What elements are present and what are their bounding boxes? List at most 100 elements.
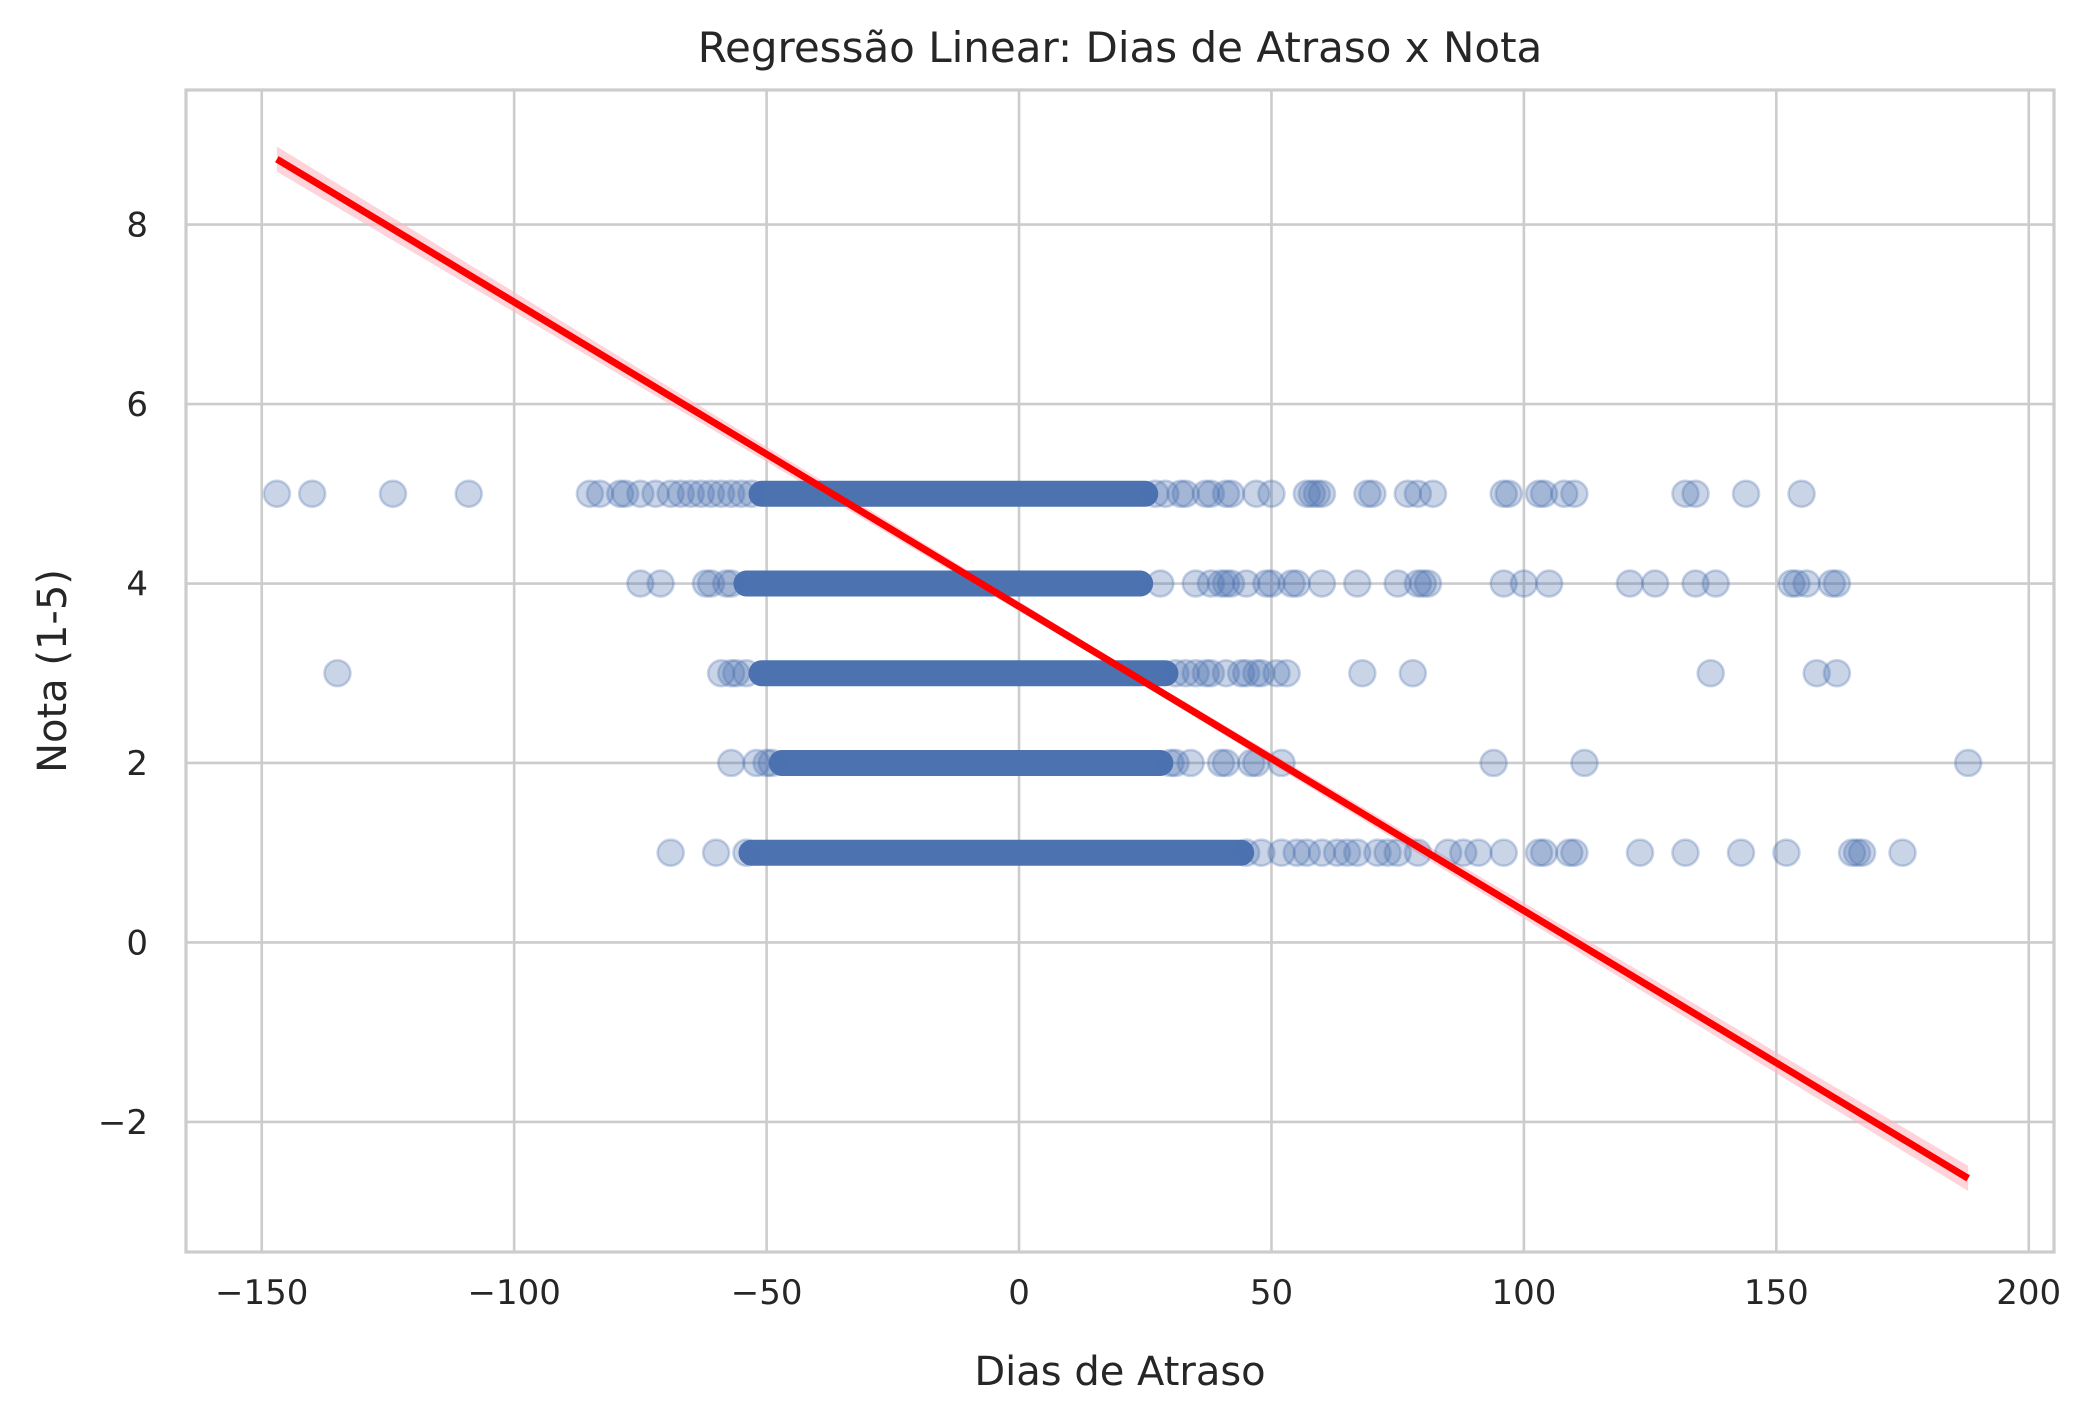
scatter-point xyxy=(1191,479,1221,509)
y-tick-label: 0 xyxy=(126,923,148,963)
scatter-point xyxy=(1348,658,1377,688)
scatter-point xyxy=(737,479,766,509)
scatter-point xyxy=(1322,838,1352,868)
scatter-point xyxy=(1292,479,1322,509)
scatter-point xyxy=(1560,838,1589,868)
scatter-point xyxy=(1282,569,1312,598)
scatter-point xyxy=(1837,838,1867,868)
scatter-point xyxy=(1231,658,1261,688)
scatter-point xyxy=(1156,748,1185,778)
scatter-point xyxy=(706,479,736,509)
scatter-point xyxy=(1640,569,1670,598)
scatter-point xyxy=(454,479,484,509)
y-tick-label: 6 xyxy=(126,385,148,425)
scatter-point xyxy=(656,838,685,868)
scatter-point xyxy=(1671,479,1700,509)
x-tick-label: 200 xyxy=(1996,1273,2061,1313)
scatter-point xyxy=(1842,838,1872,868)
scatter-point xyxy=(716,569,746,598)
scatter-point xyxy=(1302,479,1332,509)
tick-labels: −150 −100 −50 0 50 100 150 200 −2 0 2 4 6 8 xyxy=(98,206,2061,1313)
scatter-point xyxy=(1257,569,1286,598)
scatter-point xyxy=(1252,569,1281,598)
scatter-point xyxy=(1817,569,1847,598)
scatter-point xyxy=(1332,838,1362,868)
scatter-point xyxy=(1847,838,1877,868)
scatter-point xyxy=(1282,838,1312,868)
scatter-point xyxy=(1555,838,1584,868)
y-tick-label: 8 xyxy=(126,206,148,246)
scatter-point xyxy=(1822,569,1852,598)
scatter-point xyxy=(1681,479,1710,509)
x-tick-label: 100 xyxy=(1491,1273,1556,1313)
scatter-point xyxy=(656,479,685,509)
x-tick-label: 50 xyxy=(1250,1273,1293,1313)
scatter-point xyxy=(1146,569,1175,598)
scatter-point xyxy=(626,569,655,598)
scatter-point xyxy=(1216,479,1246,509)
scatter-point xyxy=(1272,658,1301,688)
y-tick-label: −2 xyxy=(98,1103,148,1143)
scatter-point xyxy=(1191,658,1221,688)
scatter-point xyxy=(1489,569,1518,598)
scatter-point xyxy=(666,479,696,509)
scatter-point xyxy=(742,748,771,778)
scatter-point xyxy=(732,658,761,688)
scatter-point xyxy=(626,479,655,509)
scatter-point xyxy=(1534,569,1564,598)
scatter-point xyxy=(1479,748,1508,778)
scatter-point xyxy=(1802,658,1832,688)
scatter-point xyxy=(1206,748,1236,778)
grid-lines xyxy=(186,90,2054,1252)
scatter-point xyxy=(696,479,726,509)
scatter-points xyxy=(262,479,1983,868)
scatter-point xyxy=(1267,838,1296,868)
scatter-point xyxy=(1383,838,1412,868)
scatter-point xyxy=(1196,569,1226,598)
scatter-point xyxy=(1953,748,1983,778)
scatter-point xyxy=(686,479,716,509)
scatter-point xyxy=(1307,569,1337,598)
scatter-point xyxy=(1383,569,1412,598)
scatter-point xyxy=(1726,838,1756,868)
scatter-point xyxy=(1615,569,1645,598)
scatter-point xyxy=(1560,479,1589,509)
scatter-point xyxy=(1822,658,1852,688)
scatter-point xyxy=(1418,479,1448,509)
scatter-point xyxy=(1151,479,1180,509)
regression-line xyxy=(275,156,1970,1182)
y-tick-label: 2 xyxy=(126,744,148,784)
plot-frame xyxy=(184,88,2056,1254)
y-axis-label: Nota (1-5) xyxy=(30,569,76,773)
scatter-point xyxy=(696,569,726,598)
scatter-point xyxy=(610,479,640,509)
scatter-point xyxy=(1211,658,1241,688)
scatter-point xyxy=(1196,479,1226,509)
x-axis-label: Dias de Atraso xyxy=(974,1349,1265,1395)
scatter-point xyxy=(711,569,741,598)
scatter-point xyxy=(716,748,746,778)
scatter-point xyxy=(1231,838,1261,868)
scatter-point xyxy=(722,658,751,688)
scatter-point xyxy=(1166,479,1195,509)
scatter-point xyxy=(1681,569,1710,598)
scatter-point xyxy=(1398,658,1428,688)
scatter-point xyxy=(1529,838,1559,868)
scatter-point xyxy=(1489,479,1518,509)
scatter-point xyxy=(1342,569,1372,598)
scatter-point xyxy=(1206,569,1236,598)
scatter-point xyxy=(727,479,756,509)
scatter-point xyxy=(1529,479,1559,509)
scatter-point xyxy=(1342,838,1372,868)
scatter-point xyxy=(1161,658,1190,688)
scatter-point xyxy=(1196,658,1226,688)
scatter-point xyxy=(1277,569,1306,598)
scatter-point xyxy=(1211,569,1241,598)
scatter-point xyxy=(1226,658,1256,688)
scatter-point xyxy=(1262,658,1291,688)
scatter-point xyxy=(1524,479,1554,509)
scatter-point xyxy=(1211,748,1241,778)
scatter-point xyxy=(1701,569,1731,598)
x-tick-label: 0 xyxy=(1008,1273,1030,1313)
chart-title: Regressão Linear: Dias de Atraso x Nota xyxy=(698,23,1543,72)
